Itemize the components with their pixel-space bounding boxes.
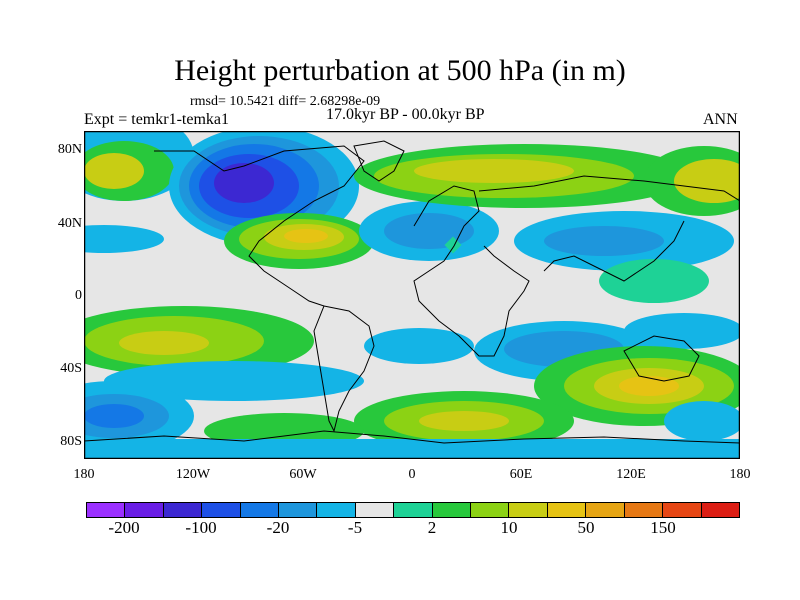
x-tick-label: 180 [729, 467, 751, 482]
colorbar [86, 502, 740, 518]
colorbar-label: 50 [577, 518, 595, 537]
colorbar-swatch [471, 503, 510, 517]
contour-map [84, 131, 740, 459]
colorbar-label: 10 [500, 518, 518, 537]
map-border [84, 131, 740, 459]
colorbar-swatch [432, 503, 472, 517]
season-label: ANN [703, 111, 738, 128]
colorbar-label: -100 [185, 518, 217, 537]
colorbar-label: 150 [650, 518, 676, 537]
y-tick-label: 0 [75, 288, 82, 303]
australia-coast [623, 335, 700, 382]
x-tick-label: 120W [175, 467, 211, 482]
south-america-coast [313, 305, 375, 433]
coastlines [84, 140, 740, 444]
colorbar-swatch [355, 503, 395, 517]
colorbar-label: 2 [427, 518, 437, 537]
colorbar-swatch [663, 503, 702, 517]
colorbar-swatch [317, 503, 356, 517]
colorbar-swatch [202, 503, 241, 517]
colorbar-swatch [701, 503, 739, 517]
colorbar-swatch [586, 503, 625, 517]
y-tick-label: 40S [60, 361, 82, 376]
x-tick-label: 0 [408, 467, 416, 482]
y-tick-label: 80S [60, 434, 82, 449]
antarctica-coast [84, 430, 740, 444]
figure-title: Height perturbation at 500 hPa (in m) [174, 54, 626, 87]
colorbar-swatch [279, 503, 318, 517]
colorbar-swatch [163, 503, 203, 517]
y-tick-label: 80N [57, 142, 82, 157]
colorbar-label: -200 [108, 518, 140, 537]
experiment-label: Expt = temkr1-temka1 [84, 111, 229, 128]
north-america-coast [154, 145, 365, 307]
colorbar-swatch [547, 503, 587, 517]
x-tick-label: 60W [289, 467, 317, 482]
colorbar-swatch [87, 503, 126, 517]
colorbar-swatch [125, 503, 164, 517]
x-tick-label: 120E [616, 467, 646, 482]
y-tick-label: 40N [57, 216, 82, 231]
colorbar-swatch [509, 503, 548, 517]
map-panel [84, 131, 740, 459]
colorbar-label: -5 [347, 518, 363, 537]
colorbar-label: -20 [266, 518, 290, 537]
colorbar-swatch [240, 503, 280, 517]
greenland-coast [353, 140, 405, 182]
x-tick-label: 60E [509, 467, 533, 482]
europe-africa-coast [413, 185, 530, 357]
period-label: 17.0kyr BP - 00.0kyr BP [326, 106, 485, 123]
statistics-text: rmsd= 10.5421 diff= 2.68298e-09 [190, 94, 381, 109]
x-tick-label: 180 [73, 467, 95, 482]
colorbar-swatch [394, 503, 433, 517]
asia-coast [478, 175, 740, 282]
contour-field [84, 131, 740, 459]
colorbar-swatch [624, 503, 664, 517]
